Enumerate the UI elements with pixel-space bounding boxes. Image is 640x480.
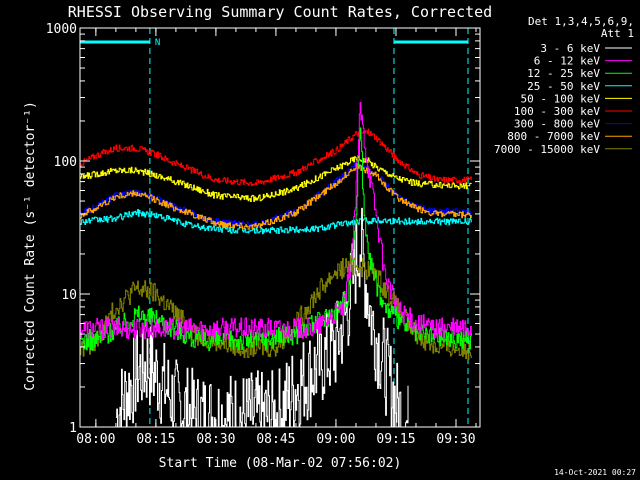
series-line-2 — [80, 127, 472, 352]
legend-label-7: 800 - 7000 keV — [507, 130, 600, 143]
plot-frame — [79, 27, 481, 428]
series-line-5 — [80, 128, 472, 187]
legend-label-1: 6 - 12 keV — [534, 55, 601, 68]
x-tick-label-0: 08:00 — [76, 432, 115, 447]
y-tick-label-0: 1 — [69, 421, 77, 436]
x-tick-label-2: 08:30 — [196, 432, 235, 447]
legend-label-6: 300 - 800 keV — [514, 118, 600, 131]
y-tick-label-1: 10 — [61, 288, 77, 303]
x-tick-label-3: 08:45 — [256, 432, 295, 447]
legend-label-8: 7000 - 15000 keV — [494, 143, 600, 156]
legend-label-4: 50 - 100 keV — [521, 92, 601, 105]
series-line-1 — [80, 102, 472, 340]
legend-label-3: 25 - 50 keV — [527, 80, 600, 93]
y-axis-ticks: 1 10 100 1000 — [46, 22, 480, 436]
legend-label-0: 3 - 6 keV — [540, 42, 600, 55]
x-tick-label-1: 08:15 — [136, 432, 175, 447]
x-axis-label: Start Time (08-Mar-02 07:56:02) — [159, 456, 402, 471]
y-tick-label-3: 1000 — [46, 22, 77, 37]
x-tick-label-5: 09:15 — [376, 432, 415, 447]
series-line-4 — [80, 155, 472, 202]
series-line-8 — [80, 254, 472, 361]
x-tick-label-6: 09:30 — [436, 432, 475, 447]
detector-info-1: Att 1 — [601, 27, 634, 40]
night-label-0: N — [155, 38, 160, 48]
series-line-3 — [80, 209, 472, 235]
y-tick-label-2: 100 — [54, 155, 77, 170]
legend-label-5: 100 - 300 keV — [514, 105, 600, 118]
detector-info-0: Det 1,3,4,5,6,9, — [528, 15, 634, 28]
series-line-7 — [80, 163, 472, 230]
footer-timestamp: 14-Oct-2021 00:27 — [554, 468, 636, 477]
legend-label-2: 12 - 25 keV — [527, 67, 600, 80]
x-tick-label-4: 09:00 — [316, 432, 355, 447]
x-axis-ticks: 08:00 08:15 08:30 08:45 09:00 09:15 09:30 — [76, 28, 477, 447]
chart-title: RHESSI Observing Summary Count Rates, Co… — [68, 3, 492, 21]
plot-area: N — [79, 27, 481, 428]
y-axis-label: Corrected Count Rate (s⁻¹ detector⁻¹) — [23, 101, 38, 391]
